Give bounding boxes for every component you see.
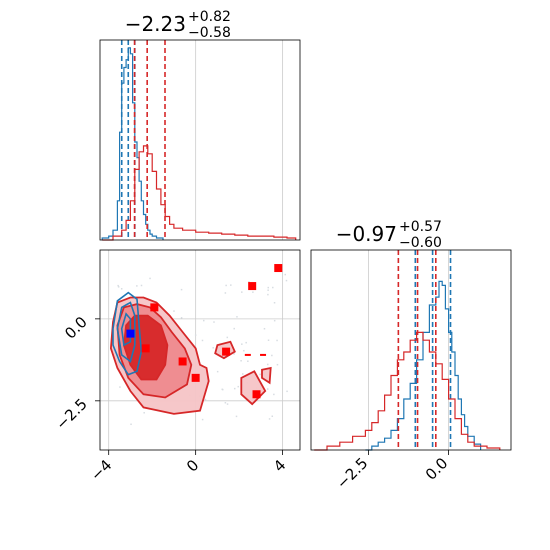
joint-sample-dot xyxy=(203,319,205,322)
joint-sample-dot xyxy=(224,402,227,404)
red-square-marker xyxy=(252,390,261,399)
joint-contour-plot: −4 0 4 0.0 −2.5 xyxy=(52,249,301,484)
joint-sample-dot xyxy=(117,286,120,288)
joint-sample-dot xyxy=(284,273,286,276)
marginal-histogram-param2: −0.97 +0.57−0.60 −2.5 0.0 xyxy=(310,219,512,493)
joint-sample-dot xyxy=(273,393,275,396)
hist2-title-value: −0.97 xyxy=(336,222,397,246)
joint-sample-dot xyxy=(267,339,270,341)
joint-sample-dot xyxy=(266,363,269,366)
joint-sample-dot xyxy=(149,277,151,280)
hist2-series-1-step-line xyxy=(314,331,501,451)
joint-sample-dot xyxy=(248,281,250,283)
joint-x-tick-label: −4 xyxy=(87,456,115,484)
red-square-marker xyxy=(222,347,231,356)
joint-sample-dot xyxy=(276,363,279,366)
joint-sample-dot xyxy=(180,317,183,319)
joint-sample-dot xyxy=(237,385,239,388)
joint-sample-dot xyxy=(221,388,224,391)
joint-sample-dot xyxy=(245,341,247,344)
joint-sample-dot xyxy=(180,288,183,291)
joint-sample-dot xyxy=(272,286,274,289)
red-square-marker xyxy=(141,344,150,353)
joint-sample-dot xyxy=(247,360,249,362)
red-square-marker xyxy=(178,357,187,366)
joint-sample-dot xyxy=(240,360,242,362)
joint-sample-dot xyxy=(117,284,119,287)
joint-x-tick-label: 4 xyxy=(270,456,289,475)
hist1-title-upper-error: +0.82 xyxy=(188,9,231,25)
joint-sample-dot xyxy=(130,423,132,426)
joint-sample-dot xyxy=(263,327,266,330)
joint-sample-dot xyxy=(143,412,145,414)
joint-sample-dot xyxy=(226,336,229,339)
hist2-x-tick-label: 0.0 xyxy=(422,454,452,484)
red-square-marker xyxy=(248,282,257,291)
joint-sample-dot xyxy=(201,418,204,421)
joint-sample-dot xyxy=(276,339,278,342)
joint-sample-dot xyxy=(241,291,243,293)
joint-sample-dot xyxy=(285,279,288,282)
blue-square-marker xyxy=(126,329,135,338)
joint-sample-dot xyxy=(201,339,204,342)
joint-y-tick-label: −2.5 xyxy=(52,395,90,433)
hist2-frame xyxy=(310,249,512,451)
joint-sample-dot xyxy=(236,316,238,318)
joint-sample-dot xyxy=(119,386,121,388)
joint-sample-dot xyxy=(242,373,244,375)
blue-contour-level-1 xyxy=(116,301,136,363)
hist2-background xyxy=(311,250,511,450)
joint-sample-dot xyxy=(136,285,138,287)
hist2-title-upper-error: +0.57 xyxy=(399,219,442,235)
joint-sample-dot xyxy=(225,284,227,287)
joint-sample-dot xyxy=(286,390,288,393)
red-contour-island xyxy=(261,366,272,385)
hist1-frame xyxy=(99,39,301,241)
joint-sample-dot xyxy=(120,288,123,290)
joint-sample-dot xyxy=(226,403,229,405)
hist1-series-0-step-line xyxy=(101,47,164,240)
joint-sample-dot xyxy=(267,293,269,296)
joint-sample-dot xyxy=(273,319,276,322)
joint-sample-dot xyxy=(241,343,243,345)
blue-contour-level-0 xyxy=(112,291,143,376)
joint-sample-dot xyxy=(271,354,273,357)
joint-sample-dot xyxy=(266,388,269,390)
hist2-title-lower-error: −0.60 xyxy=(399,235,442,251)
joint-sample-dot xyxy=(233,327,235,330)
joint-sample-dot xyxy=(259,373,261,376)
joint-sample-dot xyxy=(173,310,175,312)
hist2-x-tick-label: −2.5 xyxy=(333,454,371,492)
joint-sample-dot xyxy=(194,334,197,336)
joint-sample-dot xyxy=(230,284,232,286)
joint-sample-dot xyxy=(273,301,276,304)
hist1-title-lower-error: −0.58 xyxy=(188,25,231,41)
joint-sample-dot xyxy=(233,353,235,355)
joint-sample-dot xyxy=(271,415,274,417)
joint-sample-dot xyxy=(233,387,236,390)
joint-sample-dot xyxy=(268,418,271,420)
joint-frame xyxy=(99,249,301,451)
joint-sample-dot xyxy=(224,292,227,294)
joint-sample-dot xyxy=(252,291,254,293)
joint-sample-dot xyxy=(213,321,215,323)
joint-x-tick-label: 0 xyxy=(183,456,202,475)
red-square-marker xyxy=(150,303,159,312)
joint-y-tick-label: 0.0 xyxy=(61,313,91,343)
joint-sample-dot xyxy=(140,284,143,287)
joint-sample-dot xyxy=(243,349,245,352)
marginal-histogram-param1: −2.23 +0.82−0.58 xyxy=(99,9,301,241)
red-square-marker xyxy=(191,373,200,382)
joint-sample-dot xyxy=(212,347,214,349)
hist1-background xyxy=(100,40,300,240)
joint-sample-dot xyxy=(235,415,238,418)
joint-sample-dot xyxy=(216,370,219,373)
joint-sample-dot xyxy=(204,398,207,401)
red-square-marker xyxy=(274,264,283,273)
hist2-series-0-step-line xyxy=(365,280,482,451)
joint-sample-dot xyxy=(267,289,269,291)
hist1-title-value: −2.23 xyxy=(125,12,186,36)
joint-sample-dot xyxy=(267,286,269,289)
